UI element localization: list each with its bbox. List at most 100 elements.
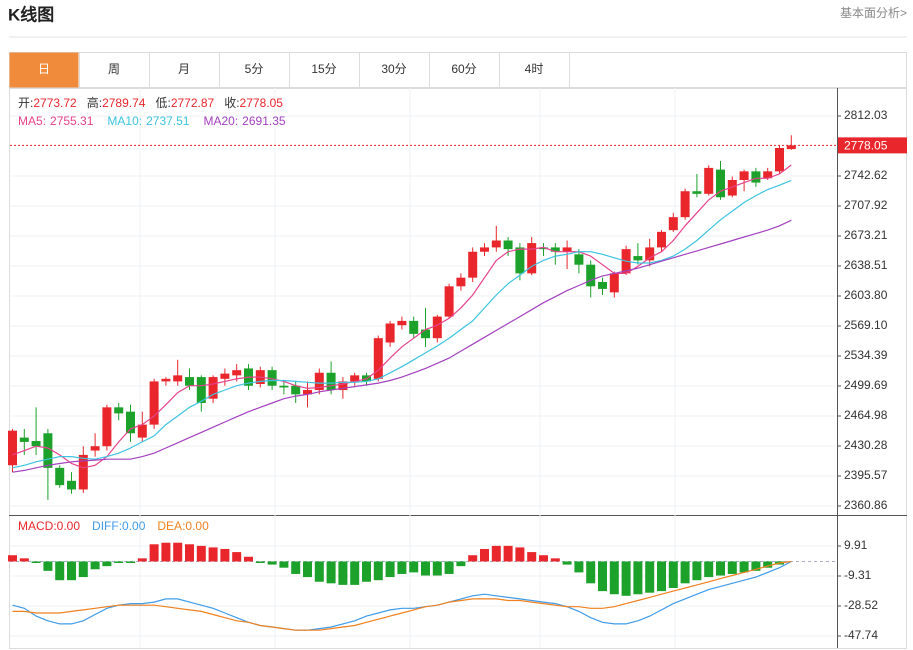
macd-name: DEA: — [157, 519, 185, 533]
candle-body — [114, 407, 124, 414]
info-label: 高: — [87, 95, 102, 110]
candle-body — [527, 243, 537, 274]
tab[interactable]: 4时 — [525, 62, 544, 76]
macd-bar — [598, 561, 607, 592]
y-tick-label: 2673.21 — [844, 228, 888, 242]
macd-bar — [668, 561, 678, 589]
candle-body — [645, 247, 655, 261]
macd-tick-label: 9.91 — [844, 538, 868, 552]
candle-body — [279, 385, 289, 388]
candle-body — [680, 191, 690, 218]
macd-bar — [137, 558, 147, 562]
info-value: 2789.74 — [102, 96, 146, 110]
chart-frame — [9, 88, 907, 649]
tab[interactable]: 15分 — [311, 62, 336, 76]
candle-body — [196, 377, 206, 404]
ma-legend: MA5: 2755.31 MA10: 2737.51 MA20: 2691.35 — [18, 114, 286, 128]
candle-body — [185, 377, 194, 386]
candle-body — [397, 320, 407, 326]
candle-body — [432, 316, 442, 339]
candle-body — [373, 338, 383, 379]
y-tick-label: 2603.80 — [844, 288, 888, 302]
candle-body — [55, 467, 65, 486]
price-label: 2778.05 — [844, 139, 888, 153]
macd-bar — [550, 558, 560, 562]
macd-bar — [350, 561, 360, 585]
macd-bar — [432, 561, 442, 576]
candle-body — [503, 240, 513, 250]
info-value: 2773.72 — [33, 96, 77, 110]
info-label: 低: — [155, 96, 170, 110]
macd-bar — [763, 561, 773, 568]
macd-bar — [409, 561, 419, 573]
tab[interactable]: 30分 — [381, 62, 406, 76]
candle-body — [31, 441, 41, 447]
candle-body — [562, 247, 572, 252]
macd-bar — [397, 561, 407, 574]
candle-body — [67, 480, 76, 490]
fundamental-link[interactable]: 基本面分析> — [840, 6, 907, 20]
y-tick-label: 2534.39 — [844, 348, 888, 362]
y-tick-label: 2569.10 — [844, 318, 888, 332]
candle-body — [491, 240, 501, 248]
tab[interactable]: 5分 — [245, 62, 264, 76]
candle-body — [716, 169, 725, 198]
macd-value: 0.00 — [57, 519, 81, 533]
macd-bar — [255, 561, 265, 564]
macd-bar — [727, 561, 737, 574]
macd-value: 0.00 — [122, 519, 146, 533]
candle-body — [137, 424, 147, 438]
macd-bar — [480, 548, 489, 562]
macd-bar — [527, 552, 537, 562]
candle-body — [102, 407, 112, 447]
ma-line — [12, 219, 792, 473]
macd-bar — [468, 555, 478, 562]
macd-bar — [161, 542, 171, 562]
macd-bar — [362, 561, 371, 582]
tab[interactable]: 60分 — [451, 62, 476, 76]
candle-body — [444, 286, 454, 317]
candle-body — [338, 381, 348, 391]
ma-value: 2737.51 — [146, 114, 190, 128]
macd-bar — [444, 561, 454, 574]
macd-line — [12, 560, 792, 631]
ma-value: 2755.31 — [50, 114, 94, 128]
candle-body — [598, 281, 607, 289]
macd-bar — [645, 561, 655, 593]
macd-bar — [114, 561, 124, 564]
tab-bar — [9, 52, 907, 88]
macd-bar — [67, 561, 76, 581]
candle-body — [90, 446, 100, 451]
tab-active-bg — [9, 52, 79, 88]
candle-body — [421, 329, 430, 339]
candle-body — [739, 171, 749, 180]
macd-bar — [55, 561, 65, 581]
macd-bar — [491, 545, 501, 562]
candle-body — [586, 264, 596, 287]
macd-bar — [385, 561, 395, 578]
tab[interactable]: 周 — [108, 62, 120, 76]
info-value: 2772.87 — [171, 96, 215, 110]
tab[interactable]: 月 — [178, 62, 190, 76]
tab[interactable]: 日 — [38, 62, 50, 76]
candle-body — [657, 231, 666, 248]
y-tick-label: 2360.86 — [844, 498, 888, 512]
macd-value: 0.00 — [185, 519, 209, 533]
macd-bar — [574, 561, 584, 573]
candle-body — [8, 430, 17, 466]
ma-name: MA10: — [107, 114, 142, 128]
macd-bar — [456, 561, 466, 567]
macd-bar — [279, 561, 289, 568]
candle-body — [609, 273, 619, 293]
y-tick-label: 2707.92 — [844, 198, 888, 212]
macd-bar — [267, 561, 277, 565]
macd-bar — [586, 561, 596, 584]
macd-bar — [515, 547, 525, 562]
macd-bar — [196, 545, 206, 562]
macd-bar — [208, 547, 218, 562]
macd-bar — [31, 561, 41, 564]
macd-bar — [244, 556, 253, 562]
macd-bar — [562, 561, 572, 565]
macd-bar — [621, 561, 631, 596]
